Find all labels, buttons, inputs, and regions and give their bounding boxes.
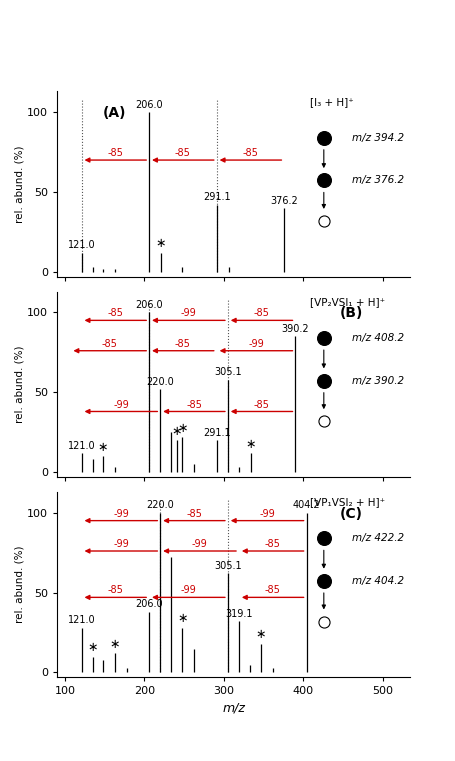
Text: 390.2: 390.2 — [281, 324, 308, 334]
Text: 376.2: 376.2 — [270, 196, 298, 205]
Text: 291.1: 291.1 — [202, 193, 230, 202]
Text: m/z 376.2: m/z 376.2 — [351, 175, 403, 186]
Text: -99: -99 — [259, 508, 274, 519]
Text: 305.1: 305.1 — [213, 561, 241, 571]
Text: 404.2: 404.2 — [292, 500, 319, 510]
Text: 121.0: 121.0 — [68, 616, 95, 626]
Text: 291.1: 291.1 — [202, 428, 230, 438]
Text: ∗: ∗ — [97, 441, 108, 454]
Text: -85: -85 — [253, 400, 269, 409]
Text: 220.0: 220.0 — [146, 377, 174, 387]
Text: 206.0: 206.0 — [135, 600, 162, 610]
Text: ∗: ∗ — [177, 613, 187, 626]
Text: (A): (A) — [103, 106, 126, 120]
Text: -85: -85 — [107, 308, 123, 318]
Text: 220.0: 220.0 — [146, 500, 174, 510]
Text: -85: -85 — [107, 148, 123, 158]
Text: ∗: ∗ — [87, 641, 98, 654]
Text: -85: -85 — [186, 508, 202, 519]
Text: m/z 390.2: m/z 390.2 — [351, 376, 403, 386]
Text: -85: -85 — [107, 585, 123, 595]
Text: m/z 422.2: m/z 422.2 — [351, 533, 403, 543]
Text: -99: -99 — [113, 508, 128, 519]
Text: -99: -99 — [113, 539, 128, 549]
Y-axis label: rel. abund. (%): rel. abund. (%) — [14, 345, 24, 423]
Text: ∗: ∗ — [177, 422, 187, 435]
Text: (C): (C) — [339, 507, 362, 521]
Text: -85: -85 — [175, 148, 191, 158]
Text: -99: -99 — [191, 539, 207, 549]
Text: -99: -99 — [113, 400, 128, 409]
Text: -85: -85 — [242, 148, 258, 158]
Text: 121.0: 121.0 — [68, 441, 95, 451]
Text: -99: -99 — [248, 339, 263, 349]
Text: 305.1: 305.1 — [213, 367, 241, 377]
Text: m/z 408.2: m/z 408.2 — [351, 333, 403, 343]
Text: -85: -85 — [264, 539, 280, 549]
Text: 206.0: 206.0 — [135, 300, 162, 310]
Text: 121.0: 121.0 — [68, 240, 95, 250]
Text: -85: -85 — [101, 339, 117, 349]
Text: ∗: ∗ — [255, 629, 266, 642]
Text: 319.1: 319.1 — [225, 609, 252, 619]
Text: m/z 394.2: m/z 394.2 — [351, 132, 403, 142]
Text: -85: -85 — [264, 585, 280, 595]
Text: ∗: ∗ — [245, 438, 255, 451]
Text: [VP₂VSI₁ + H]⁺: [VP₂VSI₁ + H]⁺ — [309, 297, 384, 307]
Text: -99: -99 — [180, 308, 196, 318]
Text: (B): (B) — [339, 307, 362, 320]
Text: -99: -99 — [180, 585, 196, 595]
Text: ∗: ∗ — [171, 425, 182, 438]
Y-axis label: rel. abund. (%): rel. abund. (%) — [14, 145, 24, 223]
Text: [I₃ + H]⁺: [I₃ + H]⁺ — [309, 97, 353, 107]
Text: m/z 404.2: m/z 404.2 — [351, 576, 403, 586]
Text: ∗: ∗ — [110, 638, 120, 651]
Text: -85: -85 — [186, 400, 202, 409]
Text: [VP₁VSI₂ + H]⁺: [VP₁VSI₂ + H]⁺ — [309, 498, 384, 508]
Text: -85: -85 — [253, 308, 269, 318]
Text: -85: -85 — [175, 339, 191, 349]
Text: 206.0: 206.0 — [135, 100, 162, 110]
Text: ∗: ∗ — [156, 237, 166, 250]
X-axis label: m/z: m/z — [222, 702, 245, 715]
Y-axis label: rel. abund. (%): rel. abund. (%) — [14, 546, 24, 623]
